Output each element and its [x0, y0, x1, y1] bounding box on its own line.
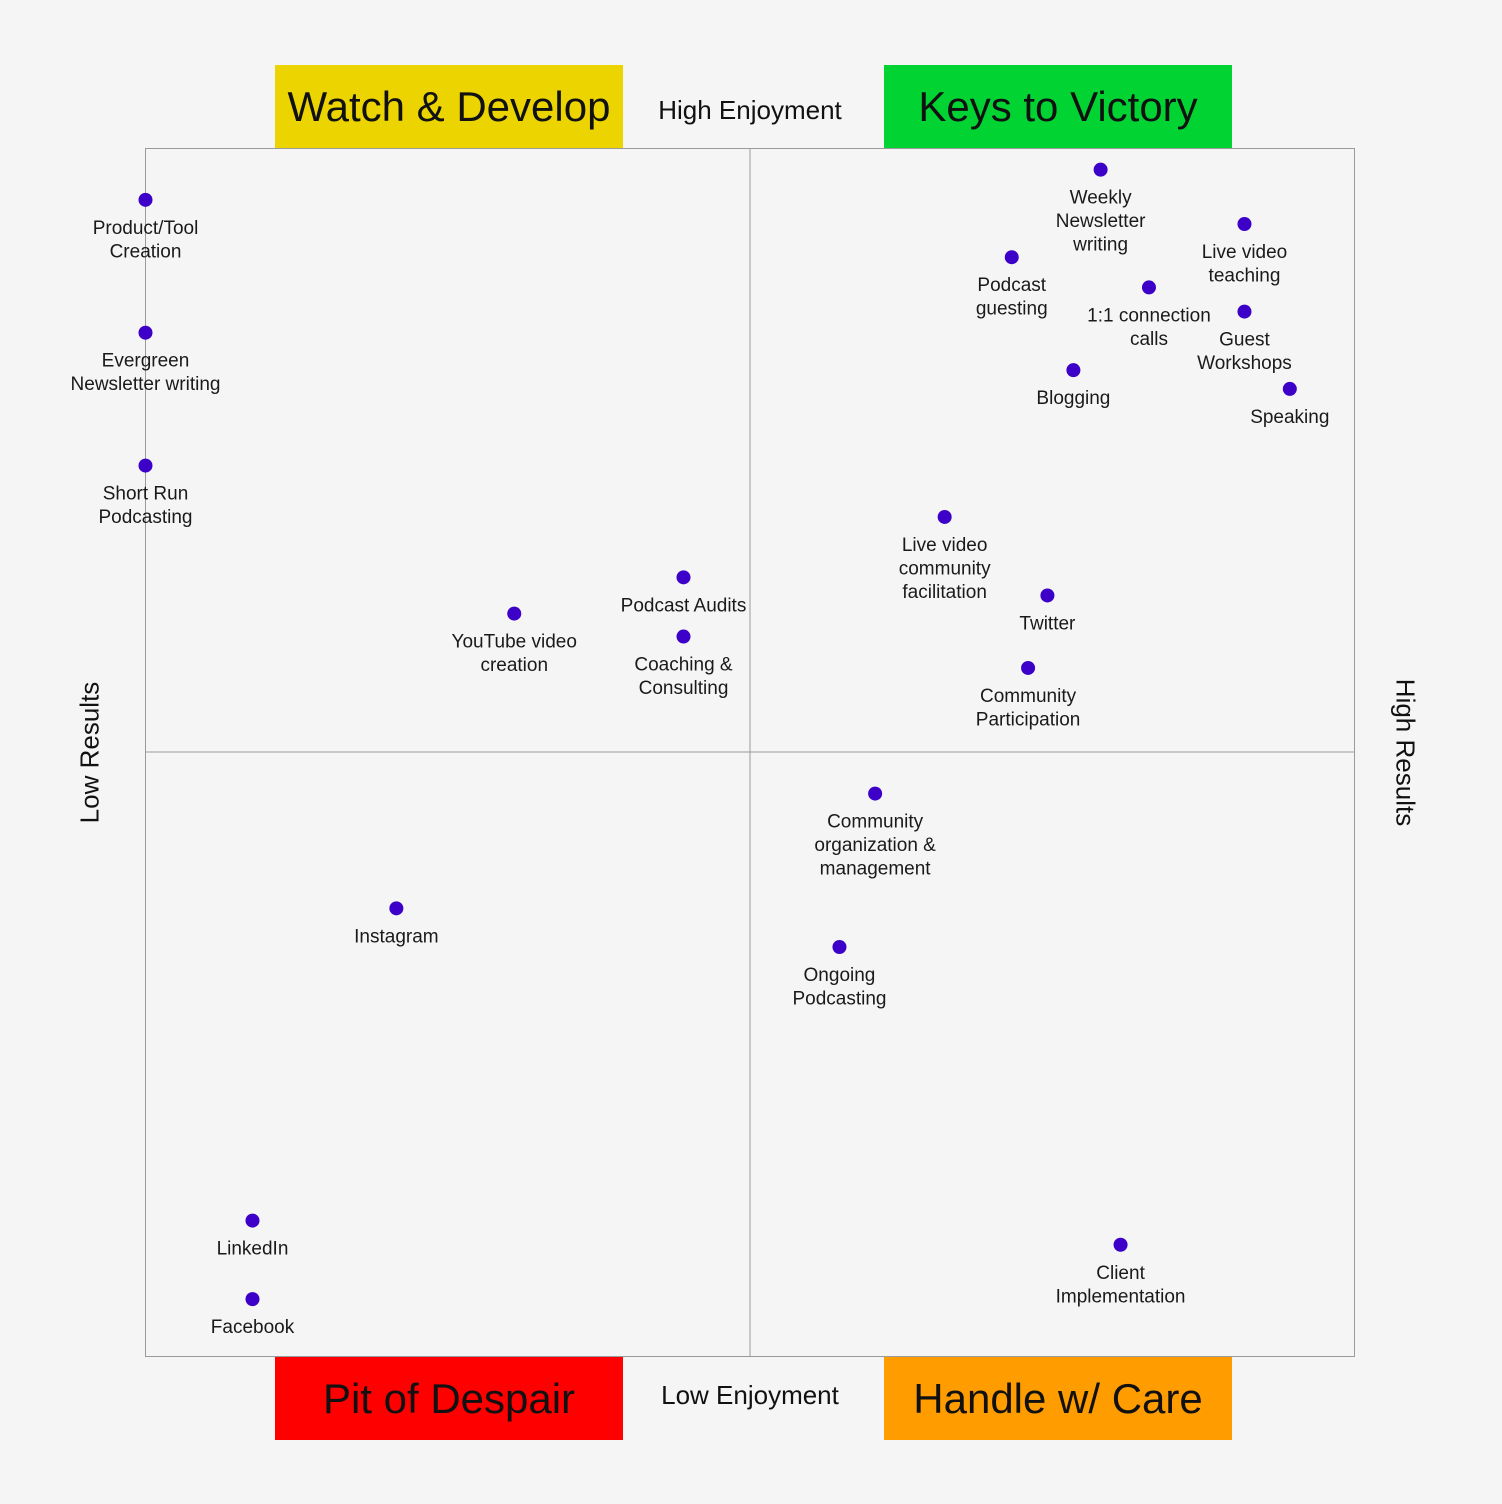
point-marker [937, 509, 952, 524]
point-label: creation [480, 655, 548, 676]
point-marker [245, 1292, 260, 1307]
point-marker [1282, 381, 1297, 396]
point-label: Twitter [1019, 613, 1076, 634]
quadrant-label-top-left: Watch & Develop [275, 65, 623, 148]
point-marker [868, 786, 883, 801]
point-label: Evergreen [102, 351, 190, 372]
data-point: Podcast guesting [976, 250, 1048, 320]
data-point: Live video teaching [1202, 217, 1288, 287]
point-label: Newsletter writing [71, 374, 221, 395]
point-label: Client [1096, 1263, 1145, 1284]
data-point: LinkedIn [217, 1213, 289, 1260]
point-label: Participation [976, 709, 1081, 730]
point-label: Speaking [1250, 407, 1329, 428]
point-marker [1237, 217, 1252, 231]
quadrant-label-top-right: Keys to Victory [884, 65, 1232, 148]
point-label: writing [1072, 235, 1128, 256]
data-point: 1:1 connection calls [1087, 280, 1211, 350]
axis-label-left: Low Results [74, 681, 105, 824]
point-label: Community [980, 686, 1077, 707]
data-point: Podcast Audits [621, 570, 747, 616]
point-label: Facebook [211, 1317, 295, 1338]
axis-label-right: High Results [1390, 678, 1421, 827]
point-marker [1113, 1237, 1128, 1252]
point-label: Creation [110, 241, 182, 262]
point-marker [1141, 280, 1156, 295]
quadrant-label-bottom-right: Handle w/ Care [884, 1357, 1232, 1440]
data-point: Twitter [1019, 588, 1076, 634]
point-label: Guest [1219, 330, 1270, 351]
point-marker [138, 325, 153, 340]
data-point: Instagram [354, 901, 439, 947]
point-marker [676, 629, 691, 644]
data-point: Speaking [1250, 381, 1329, 428]
point-label: facilitation [902, 582, 987, 603]
data-point: Blogging [1036, 363, 1110, 409]
point-label: Product/Tool [93, 218, 199, 239]
point-marker [1040, 588, 1055, 603]
point-label: Coaching & [634, 655, 733, 676]
point-label: Implementation [1056, 1286, 1186, 1307]
point-label: Consulting [639, 678, 729, 699]
point-marker [138, 458, 153, 473]
point-label: Short Run [103, 484, 189, 505]
point-label: management [820, 859, 932, 880]
point-marker [1021, 660, 1036, 675]
point-label: Live video [1202, 242, 1288, 263]
point-marker [676, 570, 691, 585]
point-label: organization & [814, 835, 936, 856]
point-marker [1004, 250, 1019, 265]
point-label: YouTube video [452, 632, 577, 653]
point-marker [245, 1213, 260, 1228]
point-label: calls [1130, 329, 1168, 350]
point-label: LinkedIn [217, 1239, 289, 1260]
point-marker [1066, 363, 1081, 378]
point-label: community [899, 558, 991, 579]
point-label: Workshops [1197, 353, 1292, 374]
point-label: guesting [976, 299, 1048, 320]
point-marker [832, 939, 847, 954]
point-label: Ongoing [804, 965, 876, 986]
point-label: teaching [1209, 266, 1281, 287]
quadrant-label-bottom-left: Pit of Despair [275, 1357, 623, 1440]
data-point: Facebook [211, 1292, 295, 1338]
data-point: Coaching &Consulting [634, 629, 733, 699]
point-label: Weekly [1070, 188, 1132, 209]
point-label: Podcast [977, 275, 1046, 296]
point-label: Podcasting [792, 988, 886, 1009]
point-label: Podcasting [98, 507, 192, 528]
point-marker [507, 606, 522, 621]
axis-label-bottom: Low Enjoyment [661, 1380, 839, 1410]
point-label: 1:1 connection [1087, 305, 1211, 326]
point-label: Newsletter [1056, 211, 1146, 232]
point-label: Community [827, 812, 924, 833]
point-marker [138, 192, 153, 207]
point-label: Podcast Audits [621, 595, 747, 616]
point-marker [1093, 162, 1108, 177]
point-marker [389, 901, 404, 916]
point-label: Live video [902, 535, 988, 556]
point-label: Blogging [1036, 388, 1110, 409]
point-marker [1237, 304, 1252, 319]
axis-label-top: High Enjoyment [658, 95, 842, 125]
point-label: Instagram [354, 926, 438, 947]
